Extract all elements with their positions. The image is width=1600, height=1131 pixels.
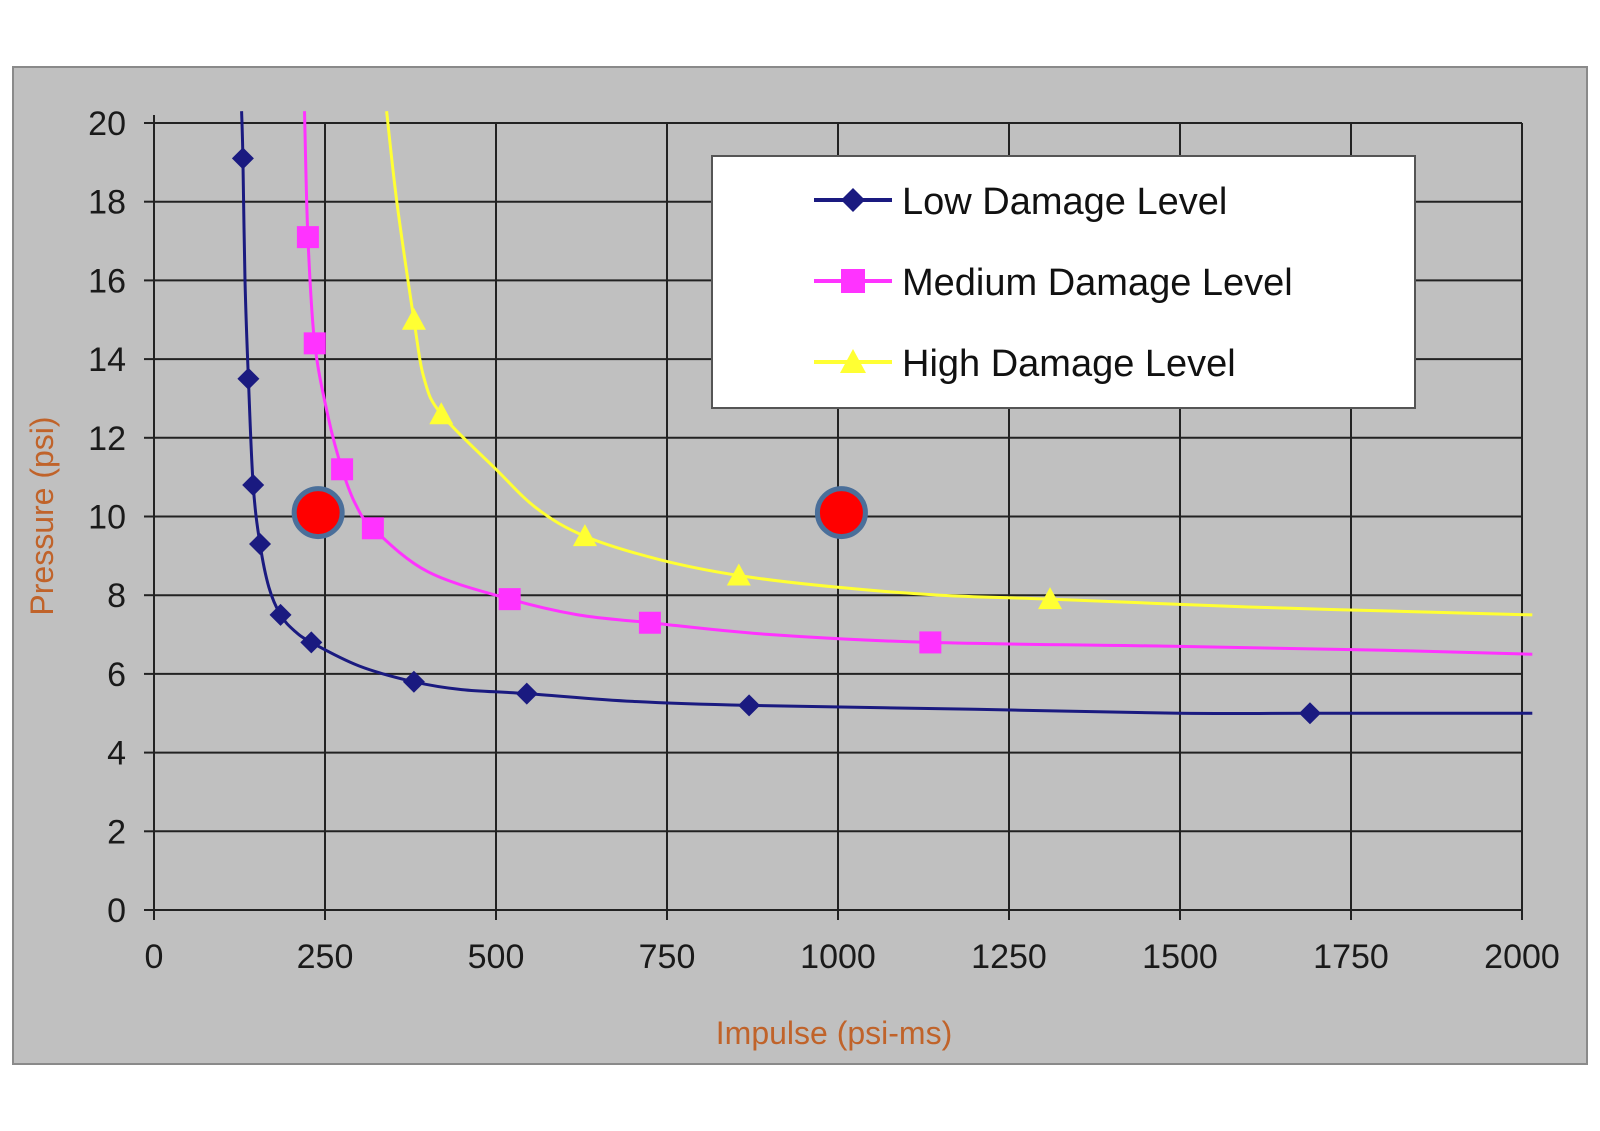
- series-line: [385, 111, 1533, 617]
- series-0: [231, 111, 1533, 725]
- data-point: [331, 458, 354, 481]
- legend-label: Low Damage Level: [902, 181, 1227, 223]
- data-point: [401, 307, 426, 330]
- x-tick-label: 500: [468, 938, 525, 976]
- y-tick-label: 18: [88, 184, 126, 222]
- data-point: [1298, 702, 1321, 725]
- data-point: [300, 631, 323, 654]
- y-tick-label: 20: [88, 105, 126, 143]
- x-tick-label: 1250: [971, 938, 1047, 976]
- data-point: [361, 517, 384, 540]
- data-point: [237, 367, 260, 390]
- legend-item: Medium Damage Level: [814, 262, 1293, 304]
- data-point: [572, 524, 597, 547]
- y-tick-label: 12: [88, 420, 126, 458]
- series-group: [231, 111, 1533, 725]
- legend-item: High Damage Level: [814, 343, 1236, 385]
- data-point: [303, 332, 326, 355]
- series-line: [303, 111, 1533, 656]
- x-tick-label: 1500: [1142, 938, 1218, 976]
- y-tick-label: 10: [88, 499, 126, 537]
- y-tick-label: 4: [107, 735, 126, 773]
- highlight-points: [291, 486, 868, 540]
- legend-label: High Damage Level: [902, 343, 1236, 385]
- data-point: [231, 147, 254, 170]
- y-tick-label: 16: [88, 262, 126, 300]
- x-tick-label: 0: [145, 938, 164, 976]
- series-1: [296, 111, 1533, 656]
- legend: Low Damage Level Medium Damage Level High …: [711, 155, 1416, 409]
- series-line: [240, 111, 1533, 716]
- x-tick-label: 2000: [1484, 938, 1560, 976]
- data-point: [296, 226, 319, 249]
- x-tick-label: 1000: [800, 938, 876, 976]
- x-axis-title: Impulse (psi-ms): [716, 1015, 952, 1051]
- y-tick-label: 6: [107, 656, 126, 694]
- highlight-dot: [291, 486, 345, 540]
- y-tick-label: 2: [107, 813, 126, 851]
- data-point: [726, 563, 751, 586]
- axes: 0 250 500 750 1000 1250 1500 1750 2000 0 2 4 6 8 10 12 1…: [88, 105, 1560, 976]
- legend-item: Low Damage Level: [814, 181, 1227, 223]
- y-axis-title: Pressure (psi): [24, 416, 60, 615]
- x-tick-label: 1750: [1313, 938, 1389, 976]
- data-point: [638, 611, 661, 634]
- data-point: [242, 474, 265, 497]
- highlight-dot: [814, 486, 868, 540]
- series-2: [385, 111, 1533, 617]
- y-tick-label: 8: [107, 577, 126, 615]
- data-point: [498, 588, 521, 611]
- data-point: [249, 533, 272, 556]
- x-tick-label: 250: [297, 938, 354, 976]
- data-point: [515, 682, 538, 705]
- data-point: [429, 402, 454, 425]
- y-tick-label: 0: [107, 892, 126, 930]
- data-point: [738, 694, 761, 717]
- data-point: [919, 631, 942, 654]
- legend-label: Medium Damage Level: [902, 262, 1293, 304]
- data-point: [1038, 587, 1063, 610]
- y-tick-label: 14: [88, 341, 126, 379]
- legend-marker: [840, 349, 866, 373]
- data-point: [269, 603, 292, 626]
- legend-marker: [841, 188, 865, 212]
- data-point: [402, 670, 425, 693]
- legend-marker: [841, 269, 865, 293]
- x-tick-label: 750: [639, 938, 696, 976]
